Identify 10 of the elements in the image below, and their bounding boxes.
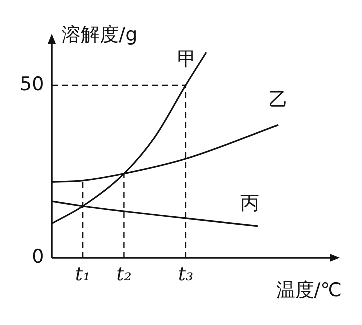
y-axis-title: 溶解度/g [62, 24, 138, 46]
x-tick-label: t₁ [75, 264, 91, 286]
y-tick-label: 0 [32, 246, 44, 268]
x-tick-label: t₃ [178, 264, 194, 286]
series-label: 乙 [269, 89, 288, 112]
x-tick-label: t₂ [116, 264, 132, 286]
series-label: 甲 [178, 48, 197, 71]
y-tick-label: 50 [20, 73, 44, 96]
series-label: 丙 [240, 192, 260, 214]
x-axis-title: 温度/℃ [276, 280, 342, 302]
